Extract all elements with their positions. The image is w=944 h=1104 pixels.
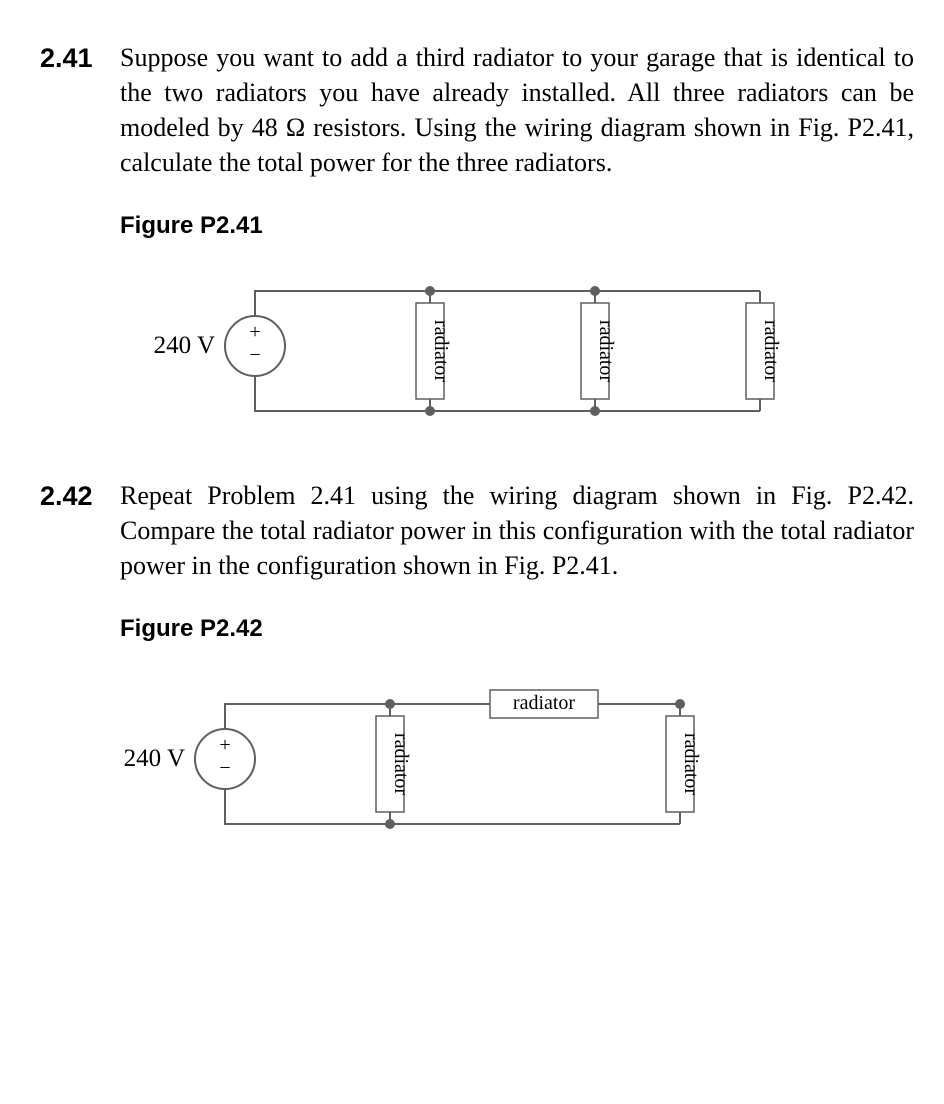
svg-text:+: + (249, 321, 260, 343)
problem-2-41: 2.41 Suppose you want to add a third rad… (40, 40, 914, 180)
circuit-p2-41: + − 240 V radiator radiator radiator (120, 261, 914, 450)
figure-label-2-41: Figure P2.41 (120, 210, 914, 242)
radiator-label: radiator (595, 320, 617, 383)
figure-label-2-42: Figure P2.42 (120, 613, 914, 645)
problem-number: 2.41 (40, 40, 120, 180)
radiator-label: radiator (760, 320, 782, 383)
voltage-label: 240 V (154, 332, 215, 359)
problem-text: Repeat Problem 2.41 using the wiring dia… (120, 478, 914, 583)
svg-text:+: + (219, 734, 230, 756)
voltage-label: 240 V (124, 745, 185, 772)
radiator-label: radiator (680, 732, 702, 795)
problem-number: 2.42 (40, 478, 120, 583)
circuit-p2-42: + − 240 V radiator radiator radiator (120, 664, 914, 863)
radiator-label: radiator (430, 320, 452, 383)
problem-2-42: 2.42 Repeat Problem 2.41 using the wirin… (40, 478, 914, 583)
radiator-label: radiator (513, 692, 576, 714)
problem-text: Suppose you want to add a third radiator… (120, 40, 914, 180)
svg-text:−: − (249, 344, 260, 366)
radiator-label: radiator (390, 732, 412, 795)
svg-text:−: − (219, 757, 230, 779)
